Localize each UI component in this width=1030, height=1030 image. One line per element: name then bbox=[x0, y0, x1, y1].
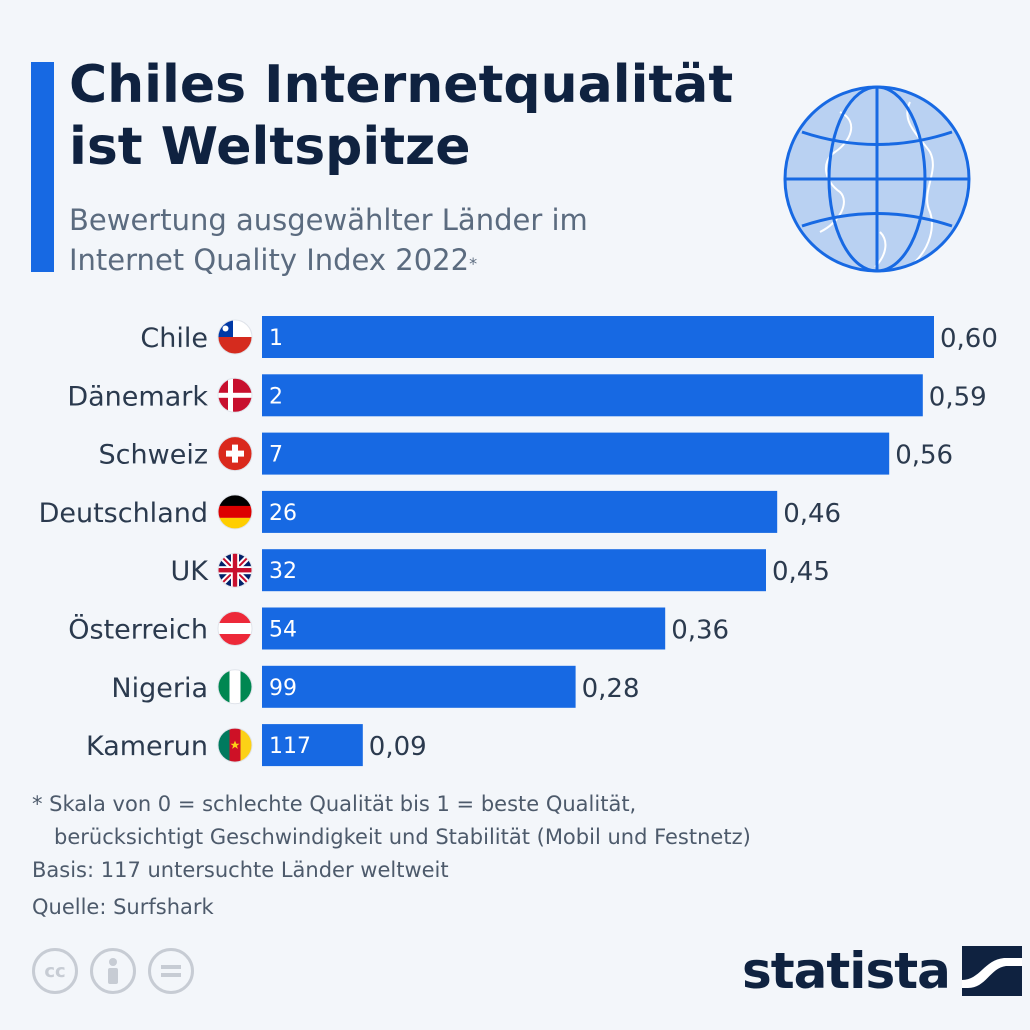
value-label: 0,36 bbox=[671, 616, 729, 646]
value-label: 0,28 bbox=[582, 674, 640, 704]
country-label: Kamerun bbox=[86, 731, 208, 762]
scale-note-continued: berücksichtigt Geschwindigkeit und Stabi… bbox=[54, 825, 751, 849]
denmark-flag-icon bbox=[217, 377, 253, 413]
title-line-2: ist Weltspitze bbox=[69, 117, 471, 177]
bar bbox=[262, 490, 778, 533]
chile-flag-icon bbox=[217, 319, 253, 355]
chart-title: Chiles Internetqualität ist Weltspitze bbox=[69, 54, 789, 178]
source-note: Quelle: Surfshark bbox=[32, 895, 214, 919]
rank-label: 99 bbox=[269, 676, 297, 701]
bar bbox=[262, 607, 666, 650]
accent-bar bbox=[31, 62, 54, 272]
basis-note: Basis: 117 untersuchte Länder weltweit bbox=[32, 858, 449, 882]
rank-label: 1 bbox=[269, 326, 283, 351]
value-label: 0,56 bbox=[895, 441, 953, 471]
subtitle-line-2: Internet Quality Index 2022* bbox=[69, 240, 689, 280]
subtitle-line-1: Bewertung ausgewählter Länder im bbox=[69, 203, 588, 237]
bar bbox=[262, 374, 923, 417]
switzerland-flag-icon bbox=[217, 436, 253, 472]
license-icons: cc bbox=[32, 948, 194, 994]
rank-label: 117 bbox=[269, 734, 311, 759]
footnotes: * Skala von 0 = schlechte Qualität bis 1… bbox=[32, 788, 751, 924]
value-label: 0,45 bbox=[772, 557, 830, 587]
country-label: Dänemark bbox=[67, 381, 208, 412]
scale-note: * Skala von 0 = schlechte Qualität bis 1… bbox=[32, 792, 637, 816]
brand-wordmark: statista bbox=[742, 942, 951, 1000]
country-label: Nigeria bbox=[111, 673, 208, 704]
cameroon-flag-icon bbox=[217, 727, 253, 763]
value-label: 0,09 bbox=[369, 732, 427, 762]
attribution-icon[interactable] bbox=[90, 948, 136, 994]
value-label: 0,59 bbox=[929, 382, 987, 412]
title-line-1: Chiles Internetqualität bbox=[69, 55, 734, 115]
statista-logo[interactable]: statista bbox=[742, 942, 1022, 1000]
nigeria-flag-icon bbox=[217, 669, 253, 705]
austria-flag-icon bbox=[217, 611, 253, 646]
statista-mark-icon bbox=[961, 946, 1022, 996]
bar bbox=[262, 316, 934, 358]
bar bbox=[262, 432, 890, 475]
uk-flag-icon bbox=[217, 552, 253, 588]
bar bbox=[262, 549, 766, 592]
bar bbox=[262, 665, 576, 708]
bar-chart: Chile 1 0,60 Dänemark 2 0,59 Schweiz 7 0,56 Deuts… bbox=[39, 316, 998, 767]
chart-subtitle: Bewertung ausgewählter Länder im Interne… bbox=[69, 200, 689, 280]
value-label: 0,46 bbox=[783, 499, 841, 529]
country-label: Chile bbox=[140, 323, 208, 354]
rank-label: 32 bbox=[269, 559, 297, 584]
rank-label: 54 bbox=[269, 618, 297, 643]
rank-label: 2 bbox=[269, 384, 283, 409]
country-label: Deutschland bbox=[39, 498, 208, 529]
rank-label: 26 bbox=[269, 501, 297, 526]
cc-icon[interactable]: cc bbox=[32, 948, 78, 994]
subtitle-line-2-text: Internet Quality Index 2022 bbox=[69, 243, 470, 277]
rank-label: 7 bbox=[269, 443, 283, 468]
germany-flag-icon bbox=[217, 494, 253, 530]
globe-icon bbox=[783, 85, 971, 273]
bar bbox=[262, 724, 363, 767]
country-label: UK bbox=[171, 556, 210, 587]
no-derivatives-icon[interactable] bbox=[148, 948, 194, 994]
value-label: 0,60 bbox=[940, 324, 998, 354]
country-label: Schweiz bbox=[99, 440, 208, 471]
country-label: Österreich bbox=[68, 614, 208, 646]
subtitle-footnote-mark: * bbox=[469, 254, 478, 273]
